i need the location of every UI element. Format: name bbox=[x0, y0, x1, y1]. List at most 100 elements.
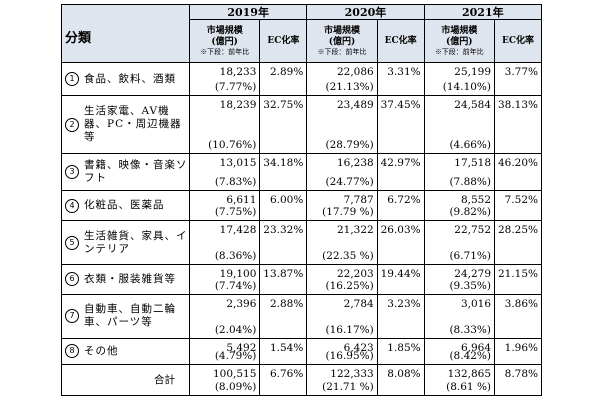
table-row: 6 衣類・服装雑貨等 19,100 (7.74%) 13.87% 22,203 (16.25… bbox=[61, 263, 542, 295]
growth-value: (8.42%) bbox=[449, 349, 492, 362]
market-size-value: 13,015 bbox=[219, 157, 257, 170]
growth-value: (7.83%) bbox=[214, 176, 257, 189]
row-number-icon: 4 bbox=[65, 198, 79, 213]
market-size-label: 市場規模 bbox=[441, 25, 478, 36]
market-size-value: 18,233 bbox=[219, 66, 257, 78]
growth-value: (21.71 %) bbox=[322, 381, 374, 393]
market-size-cell: 5,492 (4.79%) bbox=[188, 337, 261, 365]
table-row: 2 生活家電、AV機器、PC・周辺機器等 18,239 (10.76%) 32.75% 2… bbox=[61, 95, 542, 155]
market-size-cell: 22,086 (21.13%) bbox=[306, 61, 378, 97]
growth-value: (9.35%) bbox=[449, 279, 492, 292]
market-size-cell: 16,238 (24.77%) bbox=[306, 153, 378, 192]
market-size-cell: 17,428 (8.36%) bbox=[188, 220, 261, 265]
category-name: 衣類・服装雑貨等 bbox=[84, 272, 176, 285]
table-body: 1 食品、飲料、酒類 18,233 (7.77%) 2.89% 22,086 (21.13%… bbox=[61, 61, 542, 397]
ec-rate-value: 3.31% bbox=[376, 61, 425, 97]
growth-value: (7.75%) bbox=[214, 206, 257, 219]
growth-note: ※下段：前年比 bbox=[317, 47, 367, 56]
ec-rate-value: 1.85% bbox=[376, 337, 425, 365]
growth-value: (4.79%) bbox=[214, 349, 257, 362]
market-size-value: 6,964 bbox=[460, 341, 492, 354]
ec-rate-value: 19.44% bbox=[376, 263, 425, 295]
table-row: 7 自動車、自動二輪車、パーツ等 2,396 (2.04%) 2.88% 2,784 (16… bbox=[61, 293, 542, 339]
row-number-icon: 7 bbox=[65, 309, 79, 324]
ec-rate-value: 26.03% bbox=[376, 220, 425, 265]
market-size-value: 17,428 bbox=[219, 224, 257, 237]
table-row: 3 書籍、映像・音楽ソフト 13,015 (7.83%) 34.18% 16,238 (24… bbox=[61, 153, 542, 192]
category-cell: 6 衣類・服装雑貨等 bbox=[61, 263, 190, 295]
row-number-icon: 3 bbox=[65, 165, 79, 180]
growth-value: (7.88%) bbox=[449, 176, 492, 189]
ec-rate-value: 21.15% bbox=[494, 263, 542, 295]
ec-rate-value: 2.88% bbox=[259, 293, 308, 339]
market-size-cell: 21,322 (22.35 %) bbox=[306, 220, 378, 265]
sub-header-row: 市場規模 (億円) ※下段：前年比 EC化率 市場規模 (億円) ※下段：前年比 EC化率 市場… bbox=[62, 19, 542, 63]
unit-label: (億円) bbox=[328, 36, 356, 47]
market-size-value: 23,489 bbox=[336, 99, 374, 112]
table-row: 8 その他 5,492 (4.79%) 1.54% 6,423 (16.95%) 1.85% 6… bbox=[61, 337, 542, 365]
market-size-cell: 24,584 (4.66%) bbox=[423, 95, 496, 155]
growth-value: (9.82%) bbox=[449, 206, 492, 219]
market-size-cell: 17,518 (7.88%) bbox=[423, 153, 496, 192]
market-size-value: 24,584 bbox=[454, 99, 492, 112]
growth-value: (22.35 %) bbox=[322, 249, 374, 262]
ec-rate-value: 6.76% bbox=[259, 363, 308, 397]
growth-value: (8.09%) bbox=[214, 381, 257, 393]
market-size-cell: 6,611 (7.75%) bbox=[188, 190, 261, 222]
growth-value: (7.77%) bbox=[214, 81, 257, 94]
category-cell: 7 自動車、自動二輪車、パーツ等 bbox=[61, 293, 190, 339]
market-size-value: 122,333 bbox=[330, 367, 374, 380]
market-size-label: 市場規模 bbox=[206, 25, 243, 36]
ec-rate-value: 28.25% bbox=[494, 220, 542, 265]
growth-value: (14.10%) bbox=[442, 81, 492, 94]
market-size-cell: 23,489 (28.79%) bbox=[306, 95, 378, 155]
market-size-value: 25,199 bbox=[454, 66, 492, 78]
growth-value: (16.25%) bbox=[325, 279, 374, 292]
market-size-label: 市場規模 bbox=[324, 25, 361, 36]
row-number-icon: 1 bbox=[65, 72, 79, 87]
market-size-value: 6,423 bbox=[343, 341, 374, 354]
ec-rate-value: 7.52% bbox=[494, 190, 542, 222]
market-size-value: 6,611 bbox=[226, 194, 257, 207]
market-size-cell: 22,203 (16.25%) bbox=[306, 263, 378, 295]
market-size-value: 2,396 bbox=[226, 297, 257, 310]
category-cell: 4 化粧品、医薬品 bbox=[61, 190, 190, 222]
table-row: 4 化粧品、医薬品 6,611 (7.75%) 6.00% 7,787 (17.79 %) 6… bbox=[61, 190, 542, 222]
ec-rate-value: 1.96% bbox=[494, 337, 542, 365]
market-size-value: 7,787 bbox=[343, 194, 374, 207]
market-size-value: 132,865 bbox=[447, 367, 492, 380]
market-size-cell: 7,787 (17.79 %) bbox=[306, 190, 378, 222]
ec-rate-value: 1.54% bbox=[259, 337, 308, 365]
category-cell: 2 生活家電、AV機器、PC・周辺機器等 bbox=[61, 95, 190, 155]
growth-value: (16.17%) bbox=[325, 323, 374, 336]
market-size-value: 16,238 bbox=[336, 157, 374, 170]
market-size-value: 22,203 bbox=[336, 267, 374, 280]
market-size-cell: 18,239 (10.76%) bbox=[188, 95, 261, 155]
market-size-value: 8,552 bbox=[460, 194, 492, 207]
unit-label: (億円) bbox=[446, 36, 473, 47]
ec-rate-value: 23.32% bbox=[259, 220, 308, 265]
market-size-header: 市場規模 (億円) ※下段：前年比 bbox=[423, 19, 496, 63]
market-size-cell: 132,865 (8.61 %) bbox=[423, 363, 496, 397]
category-cell: 8 その他 bbox=[61, 337, 190, 365]
ec-rate-value: 13.87% bbox=[259, 263, 308, 295]
year-header-2021: 2021年 bbox=[423, 4, 543, 20]
ec-rate-value: 3.77% bbox=[494, 61, 542, 97]
table-row: 1 食品、飲料、酒類 18,233 (7.77%) 2.89% 22,086 (21.13%… bbox=[61, 61, 542, 97]
market-size-value: 22,086 bbox=[336, 66, 374, 78]
category-name: その他 bbox=[84, 344, 119, 357]
unit-label: (億円) bbox=[211, 36, 238, 47]
table-row: 5 生活雑貨、家具、インテリア 17,428 (8.36%) 23.32% 21,322 (… bbox=[61, 220, 542, 265]
market-size-cell: 18,233 (7.77%) bbox=[188, 61, 261, 97]
row-number-icon: 2 bbox=[65, 117, 79, 132]
category-name: 食品、飲料、酒類 bbox=[84, 72, 176, 85]
category-cell: 3 書籍、映像・音楽ソフト bbox=[61, 153, 190, 192]
category-cell: 5 生活雑貨、家具、インテリア bbox=[61, 220, 190, 265]
market-size-table: 分類 2019年 2020年 2021年 市場規模 (億円) ※下段：前年比 EC化率… bbox=[61, 4, 543, 397]
growth-note: ※下段：前年比 bbox=[200, 47, 250, 56]
category-name: 生活雑貨、家具、インテリア bbox=[84, 229, 188, 255]
row-number-icon: 6 bbox=[65, 272, 79, 287]
category-name: 書籍、映像・音楽ソフト bbox=[84, 159, 188, 185]
market-size-value: 18,239 bbox=[219, 99, 257, 112]
market-size-cell: 22,752 (6.71%) bbox=[423, 220, 496, 265]
